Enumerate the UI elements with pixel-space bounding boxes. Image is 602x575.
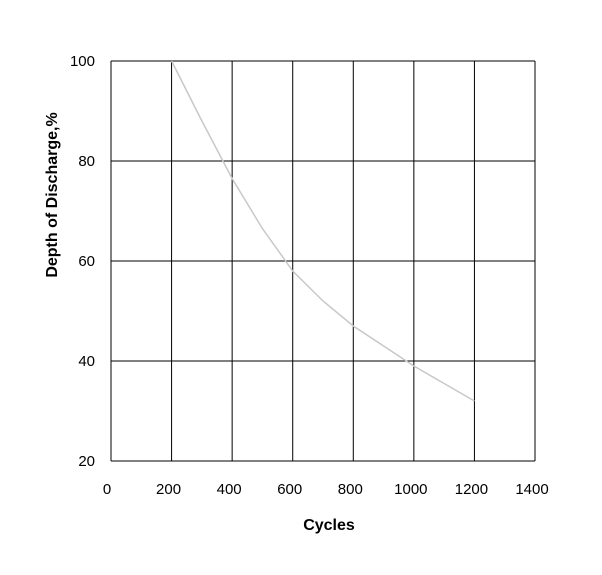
x-tick-label: 200 [156,481,181,498]
y-tick-label: 20 [78,453,95,470]
grid [111,61,535,461]
x-tick-label: 400 [217,481,242,498]
y-axis-title: Depth of Discharge,% [44,112,61,277]
x-tick-label: 600 [277,481,302,498]
series-line [170,60,475,402]
x-tick-label: 1400 [515,481,548,498]
y-tick-label: 40 [78,353,95,370]
x-tick-label: 800 [338,481,363,498]
plot-frame [110,60,536,462]
x-tick-label: 1200 [455,481,488,498]
y-axis-ticks: 20 40 60 80 100 [70,53,95,470]
x-axis-title: Cycles [303,517,355,534]
x-tick-label: 1000 [394,481,427,498]
y-tick-label: 80 [78,153,95,170]
series [170,60,475,402]
y-tick-label: 60 [78,253,95,270]
x-tick-label: 0 [103,481,111,498]
x-axis-ticks: 0 200 400 600 800 1000 1200 1400 [103,481,549,498]
y-tick-label: 100 [70,53,95,70]
